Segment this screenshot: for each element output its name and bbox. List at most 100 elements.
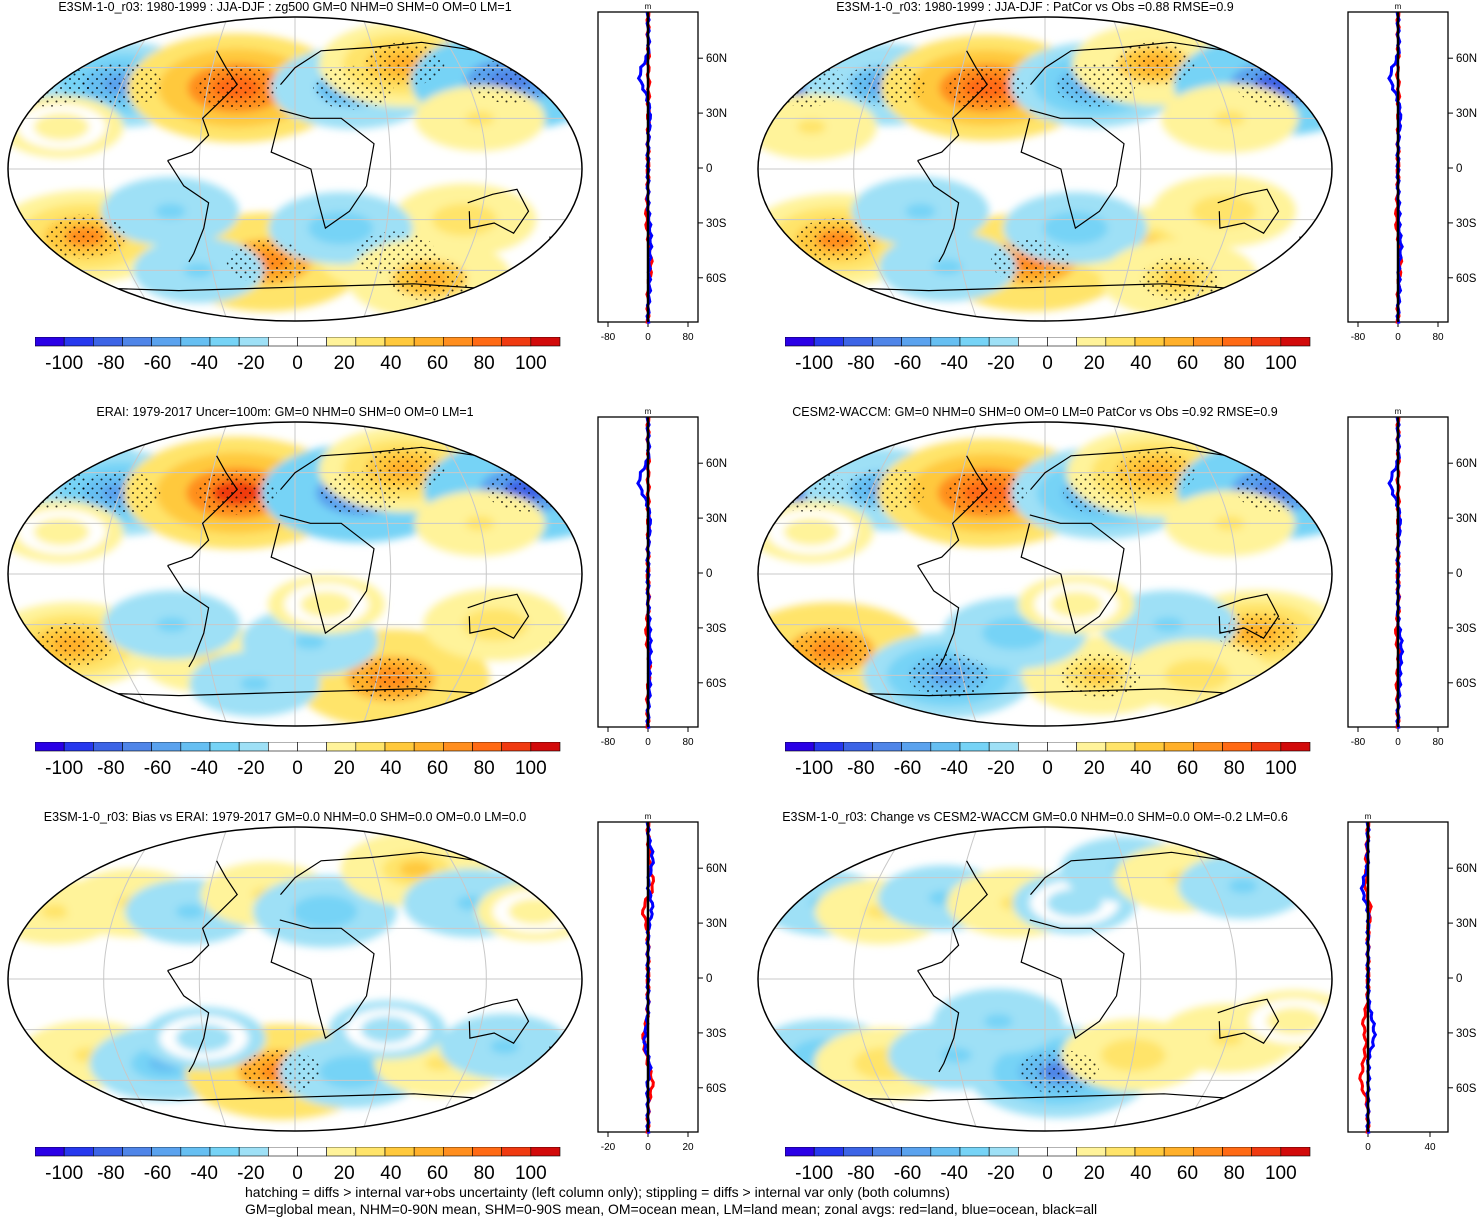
colorbar-swatch bbox=[63, 742, 94, 752]
stipple-region bbox=[946, 470, 1027, 515]
panel-3: ERAI: 1979-2017 Uncer=100m: GM=0 NHM=0 S… bbox=[5, 405, 735, 810]
panel-5: E3SM-1-0_r03: Bias vs ERAI: 1979-2017 GM… bbox=[5, 810, 735, 1215]
colorbar-swatch bbox=[785, 1147, 815, 1157]
colorbar-swatch bbox=[355, 1147, 386, 1157]
zonal-frame bbox=[1347, 821, 1449, 1133]
colorbar-swatch bbox=[1047, 742, 1077, 752]
zonal-4: m 60N 30N 0 30S 60S -80 0 80 bbox=[1347, 407, 1477, 748]
colorbar-swatch bbox=[413, 742, 444, 752]
colorbar-swatch bbox=[297, 1147, 327, 1157]
stipple-region bbox=[240, 1049, 321, 1094]
colorbar-1: -100 -80 -60 -40 -20 0 20 40 60 80 100 bbox=[35, 337, 561, 374]
coastline bbox=[270, 109, 375, 230]
colorbar-label: -60 bbox=[144, 758, 171, 779]
colorbar-swatch bbox=[238, 337, 269, 347]
field-blob bbox=[47, 119, 76, 134]
stipple-region bbox=[11, 464, 92, 509]
zonal-xlabel: -80 bbox=[1351, 332, 1366, 343]
colorbar-swatch bbox=[1018, 1147, 1048, 1157]
coastline bbox=[1020, 109, 1125, 230]
colorbar-swatch bbox=[1134, 337, 1165, 347]
map-5 bbox=[7, 826, 583, 1132]
colorbar-swatch bbox=[413, 1147, 444, 1157]
map-4 bbox=[757, 421, 1333, 727]
meridian-line bbox=[198, 422, 228, 726]
colorbar-swatch bbox=[238, 742, 269, 752]
zonal-xlabel: 0 bbox=[645, 737, 651, 748]
zonal-ylabel: 30S bbox=[1456, 623, 1477, 635]
colorbar-label: 40 bbox=[380, 758, 401, 779]
zonal-xlabel: -80 bbox=[1351, 737, 1366, 748]
meridian-line bbox=[1112, 827, 1142, 1131]
colorbar-label: 40 bbox=[380, 1163, 401, 1184]
field-blob bbox=[309, 903, 341, 920]
stipple-region bbox=[1236, 62, 1317, 107]
zonal-xlabel: 80 bbox=[1432, 332, 1444, 343]
colorbar-swatch bbox=[843, 742, 873, 752]
colorbar-swatch bbox=[472, 1147, 502, 1157]
coastline bbox=[167, 860, 238, 972]
colorbar-swatch bbox=[930, 337, 961, 347]
colorbar-label: -80 bbox=[847, 353, 874, 374]
stipple-region bbox=[364, 447, 445, 492]
map-6 bbox=[757, 826, 1333, 1132]
panel-title: E3SM-1-0_r03: Change vs CESM2-WACCM GM=0… bbox=[782, 810, 1288, 824]
coastline bbox=[167, 970, 210, 1073]
meridian-line bbox=[103, 17, 161, 321]
colorbar-swatch bbox=[384, 337, 415, 347]
coastline bbox=[917, 565, 960, 668]
colorbar-label: -20 bbox=[987, 758, 1014, 779]
colorbar-label: -80 bbox=[97, 758, 124, 779]
map-1 bbox=[7, 16, 583, 322]
zonal-6: m 60N 30N 0 30S 60S 0 40 bbox=[1347, 812, 1477, 1153]
zonal-xlabel: 40 bbox=[1424, 1142, 1436, 1153]
colorbar-swatch bbox=[930, 1147, 961, 1157]
footer-line-1: hatching = diffs > internal var+obs unce… bbox=[245, 1184, 950, 1200]
zonal-xlabel: 0 bbox=[645, 1142, 651, 1153]
meridian-line bbox=[362, 827, 392, 1131]
coastline bbox=[822, 283, 1265, 292]
field-blob bbox=[240, 676, 270, 691]
zonal-ylabel: 0 bbox=[1456, 973, 1462, 985]
colorbar-label: 40 bbox=[1130, 758, 1151, 779]
map-2 bbox=[757, 16, 1333, 322]
coastline bbox=[917, 860, 988, 972]
colorbar-label: -100 bbox=[795, 758, 833, 779]
coastline bbox=[467, 998, 530, 1044]
meridian-line bbox=[429, 827, 487, 1131]
field-blob bbox=[1280, 1014, 1308, 1029]
zonal-ylabel: 60N bbox=[1456, 458, 1477, 470]
meridian-line bbox=[1179, 422, 1237, 726]
zonal-ylabel: 60S bbox=[706, 678, 727, 690]
colorbar-6: -100 -80 -60 -40 -20 0 20 40 60 80 100 bbox=[785, 1147, 1311, 1184]
colorbar-swatch bbox=[355, 742, 386, 752]
colorbar-label: 20 bbox=[1084, 758, 1105, 779]
meridian-line bbox=[198, 17, 228, 321]
colorbar-label: 0 bbox=[292, 353, 303, 374]
meridian-line bbox=[429, 17, 487, 321]
colorbar-label: 100 bbox=[1265, 1163, 1297, 1184]
field-blob bbox=[1228, 878, 1258, 894]
colorbar-swatch bbox=[209, 1147, 240, 1157]
stipple-region bbox=[1217, 611, 1298, 656]
colorbar-label: 60 bbox=[1177, 758, 1198, 779]
colorbar-label: 20 bbox=[334, 758, 355, 779]
meridian-line bbox=[362, 422, 392, 726]
colorbar-swatch bbox=[35, 742, 65, 752]
panel-title: ERAI: 1979-2017 Uncer=100m: GM=0 NHM=0 S… bbox=[96, 405, 474, 419]
coastline bbox=[270, 919, 375, 1040]
colorbar-label: 80 bbox=[474, 1163, 495, 1184]
zonal-xlabel: 80 bbox=[1432, 737, 1444, 748]
zonal-ylabel: 0 bbox=[1456, 568, 1462, 580]
colorbar-swatch bbox=[1076, 1147, 1107, 1157]
map-outline bbox=[7, 826, 583, 1132]
colorbar-label: -20 bbox=[237, 1163, 264, 1184]
field-blob bbox=[294, 634, 326, 650]
colorbar-swatch bbox=[268, 1147, 298, 1157]
colorbar-label: -100 bbox=[45, 353, 83, 374]
colorbar-5: -100 -80 -60 -40 -20 0 20 40 60 80 100 bbox=[35, 1147, 561, 1184]
colorbar-swatch bbox=[813, 742, 844, 752]
colorbar-swatch bbox=[413, 337, 444, 347]
stipple-region bbox=[990, 239, 1071, 284]
zonal-xlabel: 0 bbox=[1395, 332, 1401, 343]
